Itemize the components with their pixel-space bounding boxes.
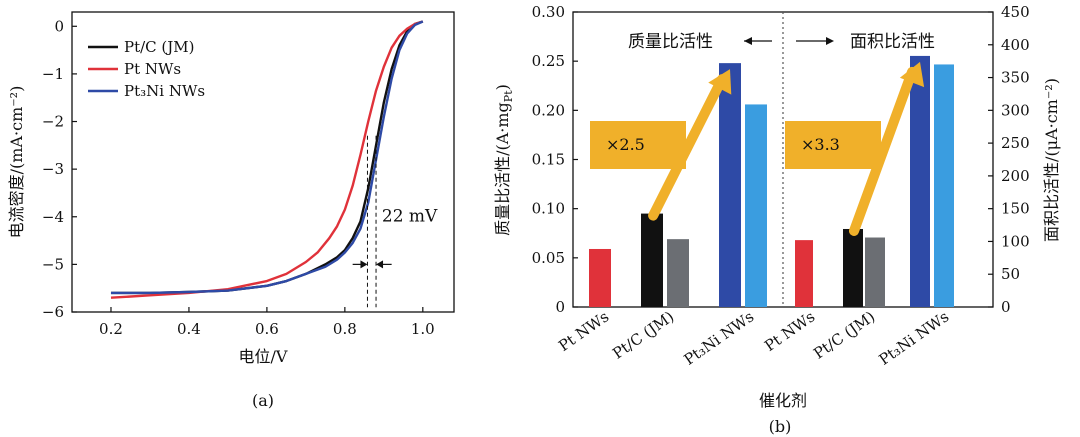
a-xtick-label: 0.6 [255,320,279,338]
b-ytick-right-label: 400 [1001,36,1030,54]
a-xtick-label: 0.8 [333,320,357,338]
bar-0-1 [641,213,663,307]
b-ytick-right-label: 200 [1001,167,1030,185]
enhancement-arrowhead-0 [708,69,732,95]
b-ytick-left-label: 0.30 [532,3,565,21]
a-ytick-label: 0 [54,17,64,35]
panel-b-label: (b) [769,417,792,436]
b-ytick-left-label: 0.20 [532,101,565,119]
b-ytick-right-label: 100 [1001,232,1030,250]
bar-1-3 [910,55,930,307]
bar-0-4 [745,104,767,307]
a-ytick-label: −3 [42,160,64,178]
group-title-mass: 质量比活性 [628,32,713,52]
a-ytick-label: −4 [42,208,64,226]
a-ytick-label: −5 [42,255,64,273]
b-ytick-right-label: 50 [1001,265,1020,283]
shift-arrowhead-left [360,260,368,269]
category-label-4: Pt/C (JM) [810,308,878,363]
b-ytick-right-label: 250 [1001,134,1030,152]
b-ytick-right-label: 150 [1001,200,1030,218]
bar-0-3 [719,63,741,308]
shift-arrowhead-right [376,260,384,269]
panel-b-ylabel-right: 面积比活性/(μA·cm⁻²) [1042,78,1061,242]
legend-label-1: Pt NWs [124,60,181,78]
b-ytick-left-label: 0.25 [532,52,565,70]
bar-1-0 [795,240,813,307]
multiplier-box-0 [590,121,686,169]
panel-b-ylabel-left: 质量比活性/(A·mgPt) [493,84,515,236]
bar-1-1 [843,228,863,307]
series-line-1 [110,20,424,299]
panel-b-chart: 0 0.05 0.10 0.15 0.20 0.25 0.30 0 50 100 150 200 25… [493,3,1061,436]
enhancement-arrow-0 [648,74,727,221]
a-ytick-label: −1 [42,65,64,83]
panel-a-xlabel: 电位/V [239,347,288,366]
legend-label-0: Pt/C (JM) [124,38,195,56]
a-xtick-label: 1.0 [411,320,435,338]
bar-1-4 [934,64,954,307]
shift-annotation: 22 mV [382,207,438,227]
a-xtick-label: 0.2 [99,320,123,338]
panel-a-ylabel: 电流密度/(mA·cm⁻²) [7,86,26,239]
b-ytick-left-label: 0.10 [532,200,565,218]
multiplier-label-0: ×2.5 [606,135,645,154]
multiplier-label-1: ×3.3 [801,135,840,154]
multiplier-box-1 [785,121,881,169]
series-line-2 [110,20,424,295]
b-ytick-right-label: 0 [1001,298,1011,316]
b-ytick-left-label: 0.15 [532,151,565,169]
b-ytick-right-label: 350 [1001,69,1030,87]
group-title-area: 面积比活性 [850,32,935,52]
b-ytick-right-label: 450 [1001,3,1030,21]
panel-b-xlabel: 催化剂 [759,391,807,410]
category-label-1: Pt/C (JM) [609,308,677,363]
panel-a-frame [71,11,455,313]
panel-a-chart: 0.2 0.4 0.6 0.8 1.0 0 −1 −2 −3 −4 −5 −6 22 mV Pt/C… [7,11,455,410]
bar-0-0 [589,248,611,307]
title-arrowhead-left [744,37,752,45]
b-ytick-left-label: 0.05 [532,249,565,267]
category-label-5: Pt₃Ni NWs [876,308,953,369]
category-label-2: Pt₃Ni NWs [681,308,758,369]
a-xtick-label: 0.4 [177,320,201,338]
legend-label-2: Pt₃Ni NWs [124,82,205,100]
title-arrowhead-right [826,37,834,45]
a-ytick-label: −6 [42,303,64,321]
a-ytick-label: −2 [42,113,64,131]
enhancement-arrow-1 [849,66,917,236]
enhancement-arrowhead-1 [899,61,925,88]
bar-1-2 [865,237,885,307]
b-ytick-left-label: 0 [555,298,565,316]
b-ytick-right-label: 300 [1001,101,1030,119]
panel-a-label: (a) [252,391,274,410]
bar-0-2 [667,239,689,307]
